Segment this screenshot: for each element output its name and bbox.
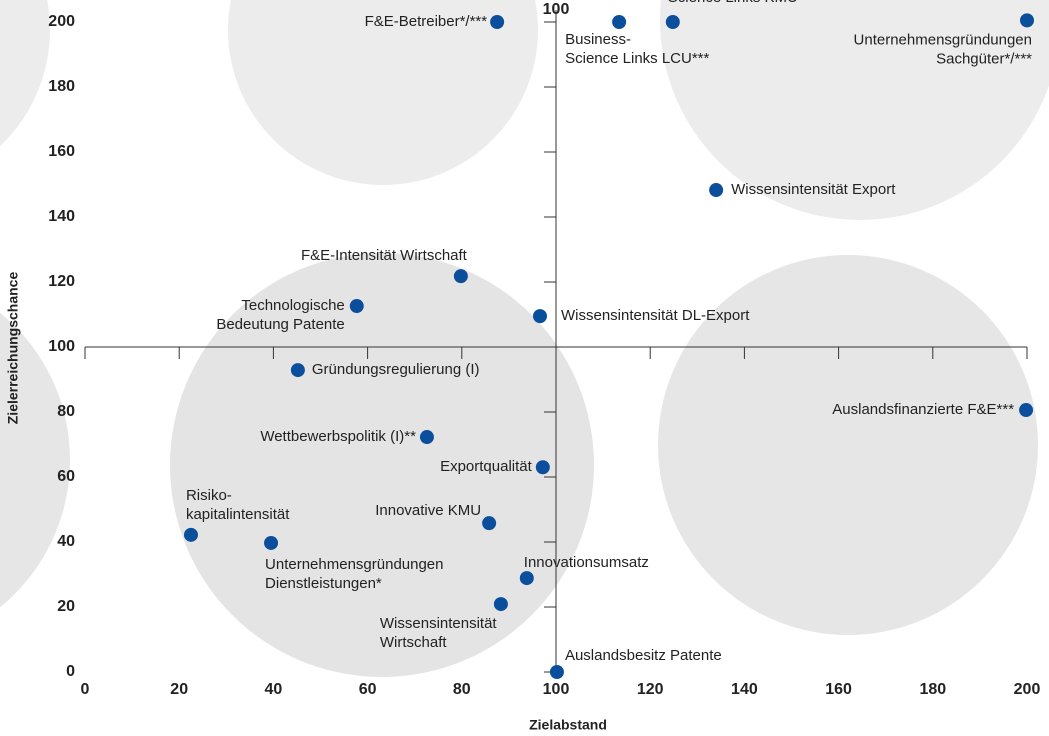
decor-circle [228, 0, 538, 185]
decor-circle [658, 255, 1038, 635]
point-label: Unternehmensgründungen [265, 556, 443, 573]
point-label: Science Links KMU [668, 0, 798, 6]
point [1019, 403, 1034, 418]
point-label: Auslandsfinanzierte F&E*** [832, 401, 1014, 418]
decor-circle [0, 0, 50, 147]
point [665, 15, 680, 29]
point-label: Risiko- [186, 487, 232, 504]
x-tick-label: 80 [453, 681, 471, 698]
y-tick-label: 0 [66, 663, 75, 680]
point [549, 665, 564, 679]
point-label: Innovationsumsatz [524, 554, 649, 571]
point [482, 516, 497, 531]
point-label: Gründungsregulierung (I) [312, 361, 480, 378]
decor-circle [660, 0, 1049, 220]
y-tick-label: 160 [48, 143, 75, 160]
point [264, 535, 279, 550]
point-label: Wissensintensität Export [731, 181, 896, 198]
x-tick-label: 60 [359, 681, 377, 698]
point [490, 15, 505, 29]
x-tick-label: 200 [1014, 681, 1041, 698]
point-label: Wettbewerbspolitik (I)** [260, 428, 416, 445]
point [453, 269, 468, 284]
point [183, 527, 198, 542]
point [493, 597, 508, 612]
point-label: F&E-Intensität Wirtschaft [301, 247, 468, 264]
x-tick-label: 100 [543, 681, 570, 698]
x-tick-label: 140 [731, 681, 758, 698]
point [419, 430, 434, 445]
decor-circle [170, 253, 594, 677]
axis-crossing-label: 100 [543, 1, 570, 18]
y-tick-label: 140 [48, 208, 75, 225]
y-axis-title: Zielerreichungschance [5, 272, 21, 425]
x-tick-label: 120 [637, 681, 664, 698]
point [612, 15, 627, 29]
x-tick-label: 40 [265, 681, 283, 698]
x-axis-title: Zielabstand [529, 717, 607, 733]
y-tick-label: 60 [57, 468, 75, 485]
point [519, 571, 534, 586]
y-tick-label: 180 [48, 78, 75, 95]
point [290, 363, 305, 378]
point [709, 183, 724, 198]
point [535, 460, 550, 475]
y-tick-label: 200 [48, 13, 75, 30]
point [349, 299, 364, 314]
point-label: Wissensintensität DL-Export [561, 307, 750, 324]
background-decor [0, 0, 1049, 677]
x-tick-label: 20 [170, 681, 188, 698]
point-label: F&E-Betreiber*/*** [365, 13, 488, 30]
y-tick-label: 120 [48, 273, 75, 290]
point [1020, 13, 1034, 28]
y-tick-label: 80 [57, 403, 75, 420]
point-label: Wissensintensität [380, 615, 498, 632]
y-tick-label: 40 [57, 533, 75, 550]
point-label: Unternehmensgründungen [854, 31, 1032, 48]
x-tick-label: 160 [825, 681, 852, 698]
y-tick-label: 20 [57, 598, 75, 615]
point-label: Innovative KMU [375, 502, 481, 519]
x-tick-label: 180 [919, 681, 946, 698]
point-label: kapitalintensität [186, 506, 290, 523]
point-label: Wirtschaft [380, 634, 448, 651]
point-label: Technologische [241, 297, 344, 314]
point-label: Exportqualität [440, 458, 533, 475]
y-tick-label: 100 [48, 338, 75, 355]
point-label: Bedeutung Patente [216, 316, 344, 333]
point-label: Sachgüter*/*** [936, 50, 1032, 67]
point-label: Science Links LCU*** [565, 50, 709, 67]
decor-circle [0, 312, 70, 608]
point-label: Business- [565, 31, 631, 48]
x-tick-label: 0 [81, 681, 90, 698]
point-label: Dienstleistungen* [265, 575, 382, 592]
point-label: Auslandsbesitz Patente [565, 647, 722, 664]
point [532, 309, 547, 324]
